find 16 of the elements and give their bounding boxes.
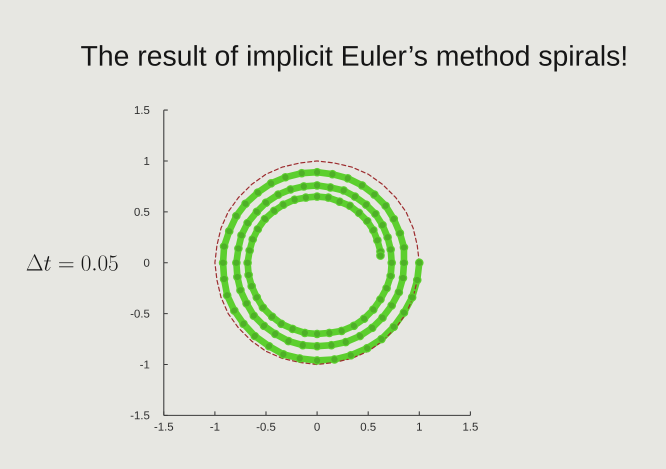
x-tick-label: 0.5: [360, 422, 376, 431]
chart-title: The result of implicit Euler’s method spirals!: [81, 44, 626, 72]
text: $\Delta t = 0.05$: [26, 254, 118, 271]
y-tick-label: 1.5: [134, 106, 150, 114]
y-tick-label: 1: [144, 156, 150, 165]
x-tick-label: -1: [210, 422, 220, 430]
y-tick-label: 0.5: [134, 208, 150, 216]
x-tick-label: 1.5: [463, 422, 478, 430]
x-tick-label: -0.5: [256, 422, 276, 431]
x-tick-label: -1.5: [154, 422, 174, 430]
y-tick-label: -1: [140, 360, 150, 368]
y-tick-label: -0.5: [130, 309, 150, 318]
x-tick-label: 1: [417, 422, 422, 430]
y-tick-label: 0: [144, 258, 150, 267]
y-tick-label: -1.5: [130, 411, 150, 420]
x-tick-label: 0: [314, 422, 320, 431]
